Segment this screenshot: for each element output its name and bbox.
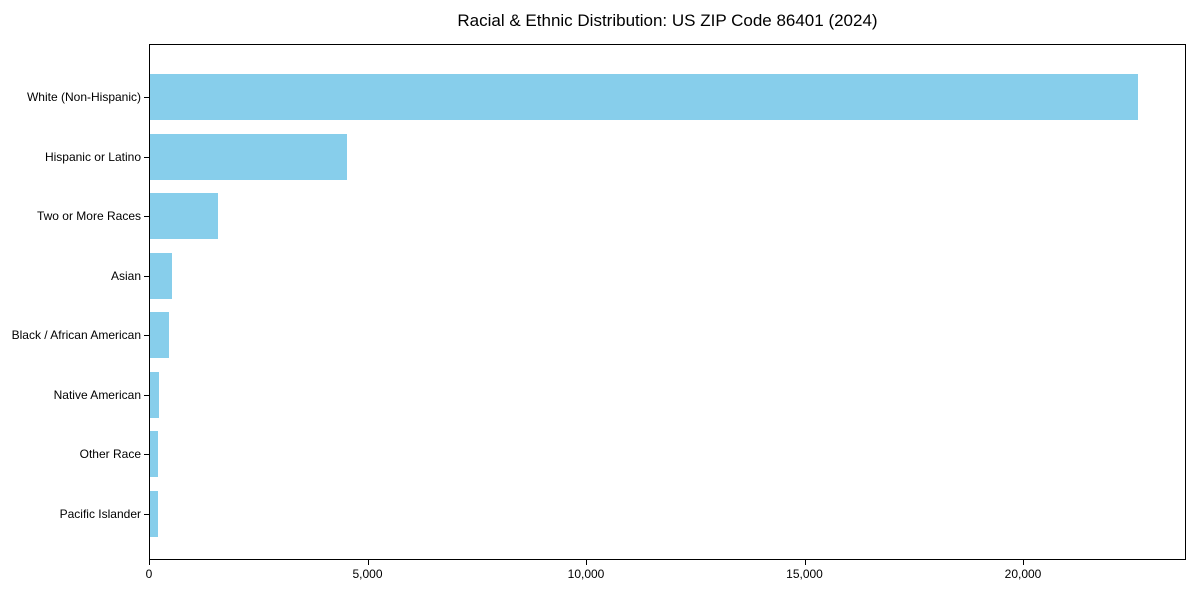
plot-area (149, 44, 1186, 560)
bar-native-american (150, 371, 160, 418)
x-tick-10000 (586, 560, 587, 565)
x-tick-label-5000: 5,000 (352, 567, 383, 581)
x-tick-5000 (367, 560, 369, 565)
x-tick-label-15000: 15,000 (786, 567, 823, 581)
y-tick-hispanic-or-latino (144, 156, 149, 158)
y-label-hispanic-or-latino: Hispanic or Latino (44, 149, 141, 164)
y-tick-asian (144, 275, 149, 277)
bar-two-or-more-races (150, 193, 218, 239)
bar-pacific-islander (150, 490, 158, 537)
bar-asian (150, 252, 172, 299)
chart-title: Racial & Ethnic Distribution: US ZIP Cod… (457, 11, 878, 30)
x-tick-label-10000: 10,000 (567, 567, 605, 581)
y-label-other-race: Other Race (79, 447, 141, 461)
x-tick-20000 (1023, 560, 1024, 565)
y-label-black-african-american: Black / African American (11, 328, 141, 342)
y-tick-black-african-american (144, 335, 149, 336)
y-tick-white-non-hispanic (144, 97, 149, 98)
bar-black-african-american (150, 312, 170, 358)
y-label-pacific-islander: Pacific Islander (59, 506, 141, 521)
y-tick-native-american (144, 394, 149, 396)
x-tick-label-0: 0 (145, 567, 153, 581)
y-label-native-american: Native American (53, 387, 141, 402)
x-tick-label-20000: 20,000 (1004, 567, 1042, 581)
y-label-two-or-more-races: Two or More Races (36, 209, 141, 223)
y-label-asian: Asian (110, 268, 141, 283)
bar-other-race (150, 431, 159, 477)
y-tick-pacific-islander (144, 513, 149, 515)
bar-hispanic-or-latino (150, 133, 347, 180)
x-tick-15000 (804, 560, 806, 565)
y-tick-other-race (144, 454, 149, 455)
y-label-white-non-hispanic: White (Non-Hispanic) (26, 90, 141, 104)
bar-white-non-hispanic (150, 74, 1138, 120)
x-tick-0 (149, 560, 150, 565)
y-tick-two-or-more-races (144, 216, 149, 217)
